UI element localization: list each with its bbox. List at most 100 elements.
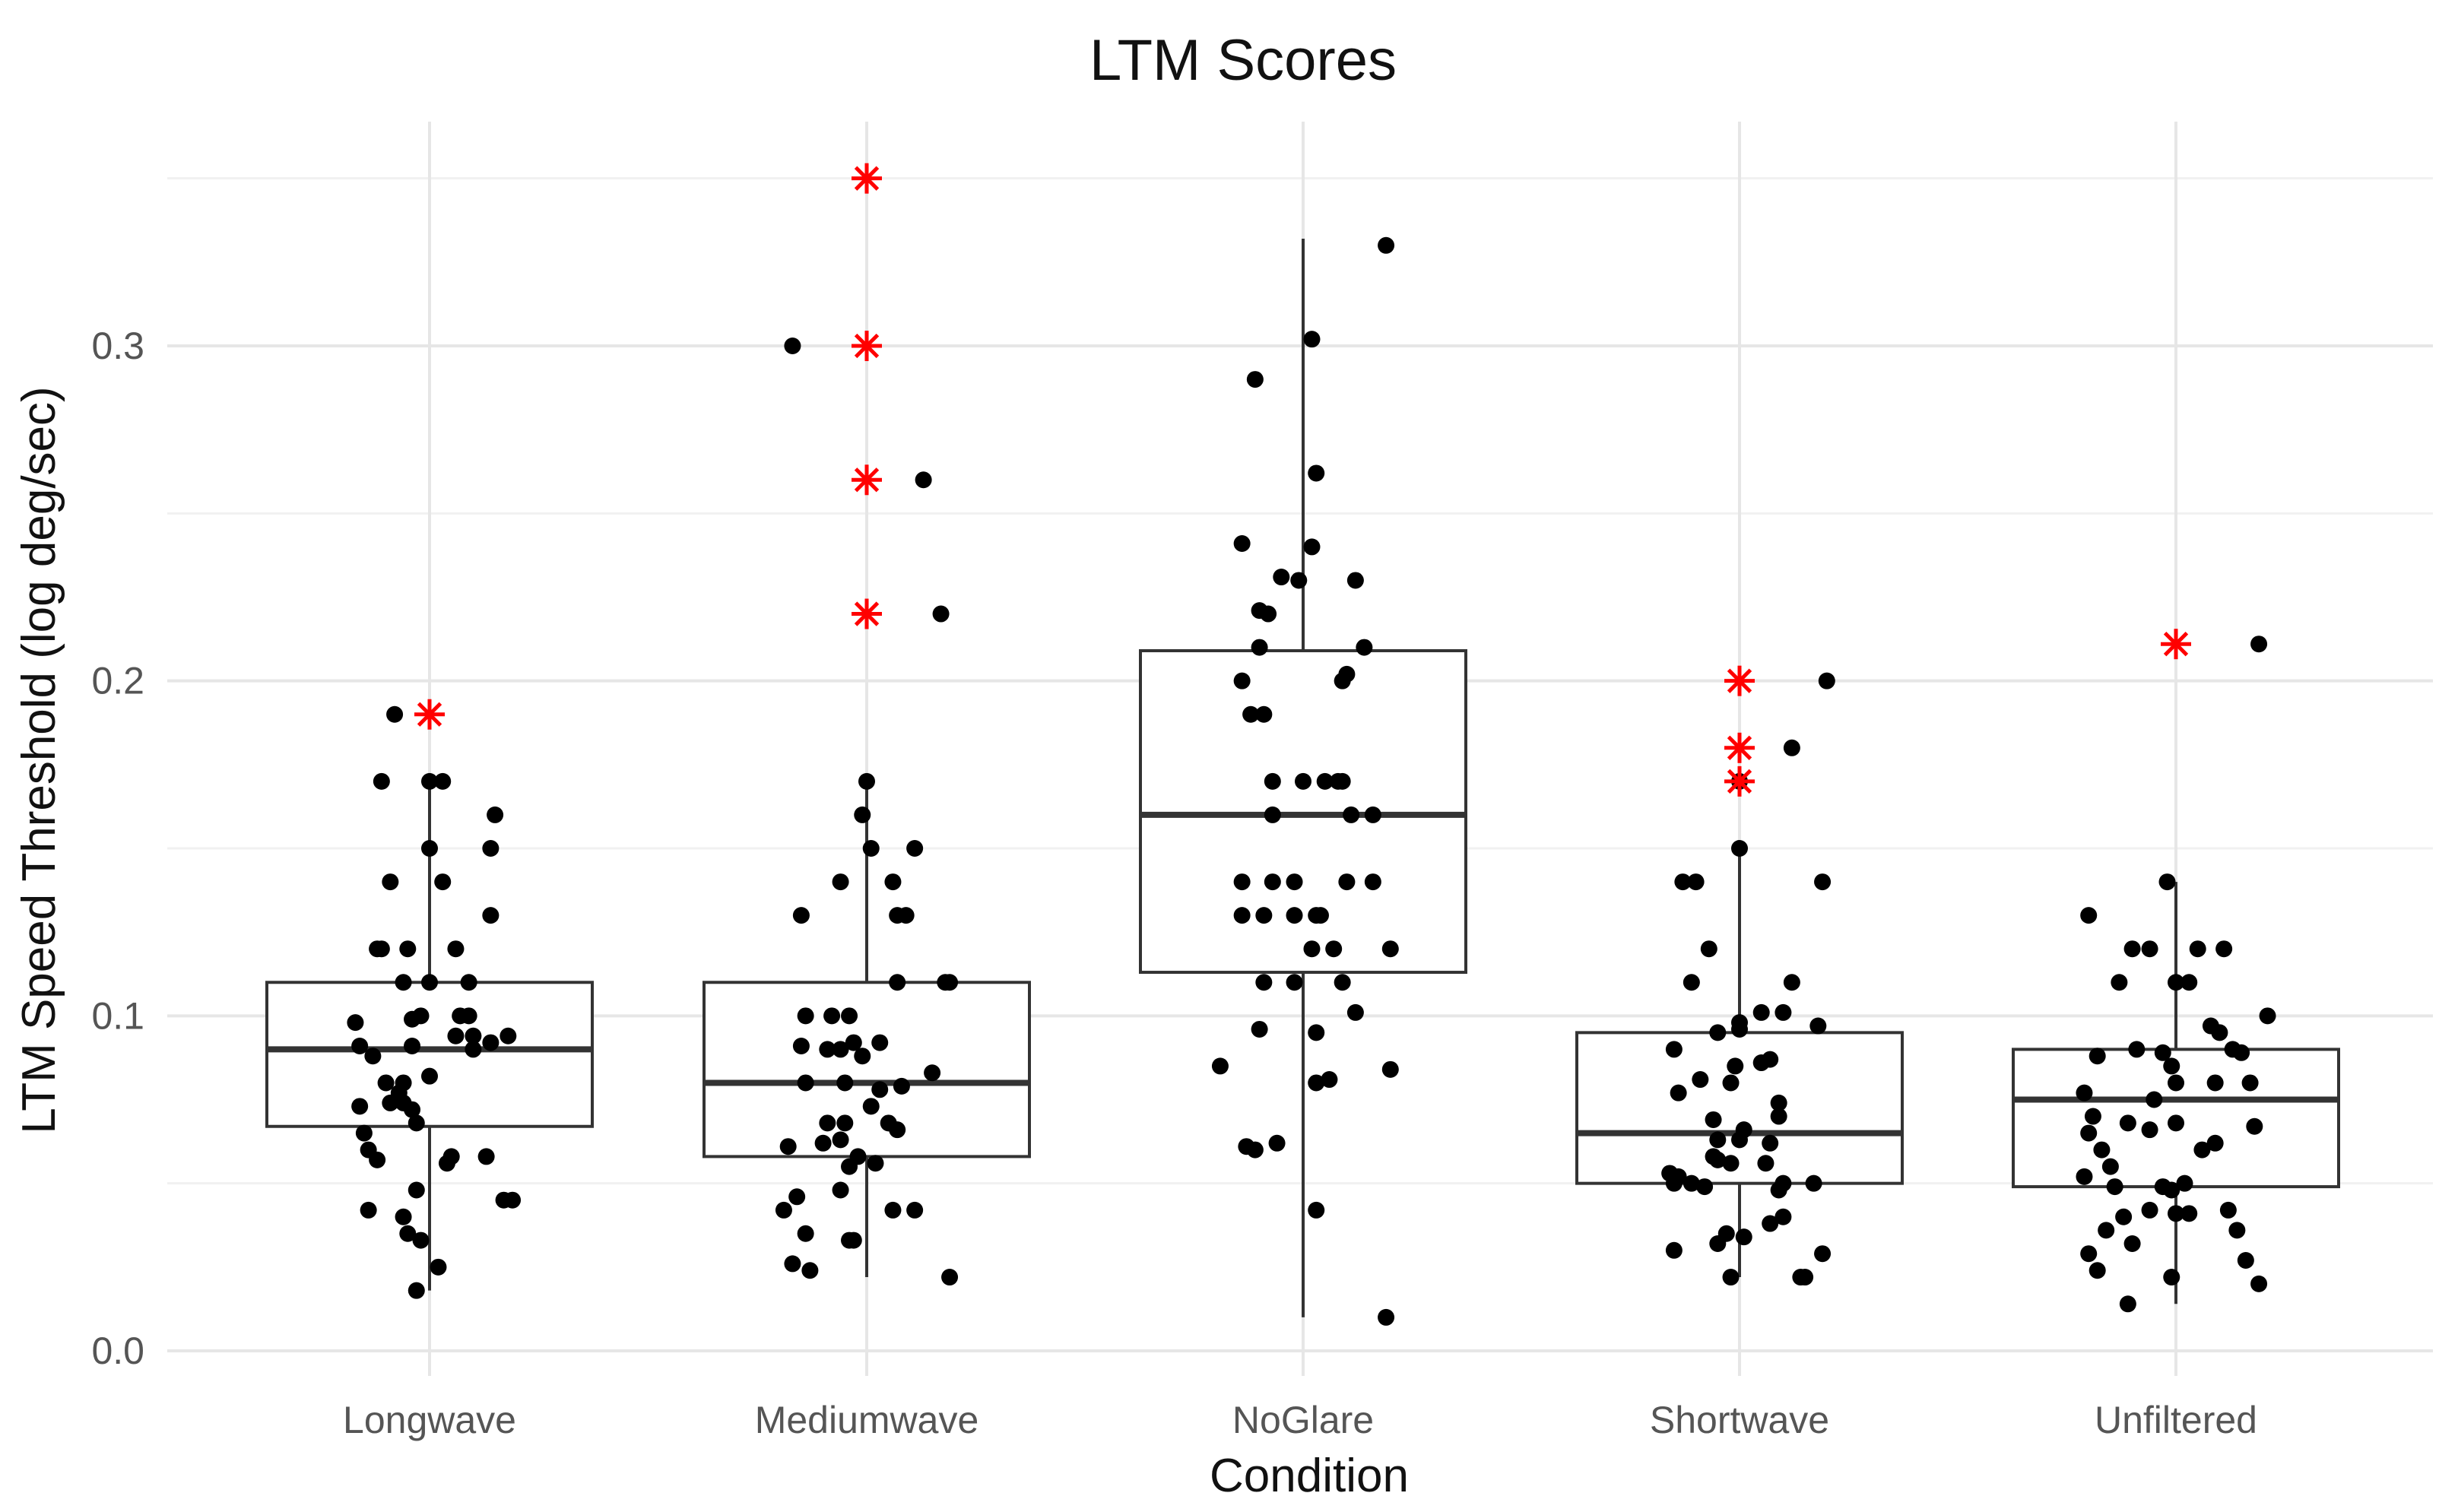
data-point [2080, 1124, 2098, 1142]
data-point [897, 907, 915, 924]
data-point [1814, 1245, 1832, 1263]
data-point [841, 1158, 858, 1175]
box-noglare [1139, 649, 1467, 975]
data-point [2219, 1201, 2237, 1219]
y-tick-label: 0.0 [91, 1330, 144, 1372]
data-point [2189, 940, 2206, 958]
data-point [832, 1181, 849, 1199]
data-point [487, 806, 504, 823]
data-point [1264, 873, 1281, 891]
data-point [2141, 1201, 2158, 1219]
data-point [884, 1201, 902, 1219]
data-point [421, 772, 438, 790]
data-point [906, 840, 924, 857]
x-tick-label: Shortwave [1650, 1399, 1829, 1441]
data-point [1378, 236, 1395, 254]
data-point [1752, 1003, 1770, 1021]
data-point [1722, 1155, 1740, 1172]
data-point [2237, 1252, 2254, 1270]
data-point [1775, 1208, 1792, 1225]
data-point [1783, 739, 1800, 756]
data-point [1346, 572, 1364, 589]
data-point [1814, 873, 1832, 891]
data-point [364, 1048, 382, 1065]
data-point [871, 1081, 889, 1098]
data-point [1809, 1017, 1827, 1035]
data-point [421, 974, 438, 991]
data-point [2080, 907, 2098, 924]
data-point [941, 1269, 959, 1286]
data-point [1311, 907, 1329, 924]
data-point [447, 1027, 465, 1044]
data-point [1674, 873, 1692, 891]
data-point [2119, 1114, 2136, 1132]
data-point [1775, 1003, 1792, 1021]
data-point [408, 1114, 425, 1132]
data-point [2111, 974, 2128, 991]
data-point [819, 1041, 836, 1058]
data-point [932, 605, 950, 623]
x-tick-label: Unfiltered [2095, 1399, 2257, 1441]
data-point [408, 1181, 425, 1199]
data-point [500, 1027, 517, 1044]
data-point [2168, 1114, 2184, 1132]
data-point [1316, 772, 1334, 790]
data-point [386, 705, 404, 723]
data-point [1268, 1134, 1286, 1152]
data-point [369, 1151, 386, 1168]
data-point [1731, 1020, 1748, 1038]
data-point [1709, 1131, 1727, 1149]
data-point [1762, 1215, 1779, 1232]
data-point [1321, 1071, 1338, 1089]
data-point [2141, 940, 2158, 958]
data-point [832, 873, 849, 891]
y-axis-ticks: 0.0 0.1 0.2 0.3 [91, 325, 144, 1372]
data-point [867, 1155, 884, 1172]
data-point [1308, 1024, 1325, 1041]
data-point [1233, 873, 1251, 891]
data-point [854, 806, 871, 823]
data-point [434, 772, 452, 790]
data-point [2119, 1295, 2136, 1313]
data-point [355, 1124, 373, 1142]
y-tick-label: 0.2 [91, 660, 144, 702]
outlier-marker [852, 163, 882, 194]
data-point [434, 873, 452, 891]
data-point [360, 1201, 377, 1219]
data-point [477, 1148, 495, 1165]
data-point [1286, 873, 1303, 891]
data-point [1783, 974, 1800, 991]
data-point [884, 873, 902, 891]
data-point [1770, 1094, 1787, 1111]
data-point [832, 1041, 849, 1058]
data-point [1264, 772, 1281, 790]
data-point [1255, 974, 1273, 991]
data-point [2123, 940, 2141, 958]
x-tick-label: Mediumwave [755, 1399, 979, 1441]
data-point [1700, 940, 1717, 958]
data-point [797, 1225, 814, 1242]
data-point [784, 338, 801, 354]
data-point [1818, 672, 1835, 689]
data-point [1722, 1074, 1740, 1092]
data-point [482, 1034, 500, 1051]
data-point [1683, 1174, 1700, 1192]
data-point [1722, 1269, 1740, 1286]
data-point [1303, 940, 1321, 958]
data-point [1295, 772, 1311, 790]
data-point [1709, 1151, 1727, 1168]
data-point [2089, 1048, 2106, 1065]
data-point [2080, 1245, 2098, 1263]
data-point [1378, 1308, 1395, 1326]
data-point [832, 1131, 849, 1149]
data-point [915, 471, 932, 489]
outlier-marker [1724, 766, 1755, 797]
data-point [2076, 1084, 2093, 1102]
data-point [906, 1201, 924, 1219]
data-point [1308, 1074, 1325, 1092]
data-point [1364, 873, 1381, 891]
y-tick-label: 0.3 [91, 325, 144, 367]
x-axis-ticks: Longwave Mediumwave NoGlare Shortwave Unfilt… [343, 1399, 2257, 1441]
